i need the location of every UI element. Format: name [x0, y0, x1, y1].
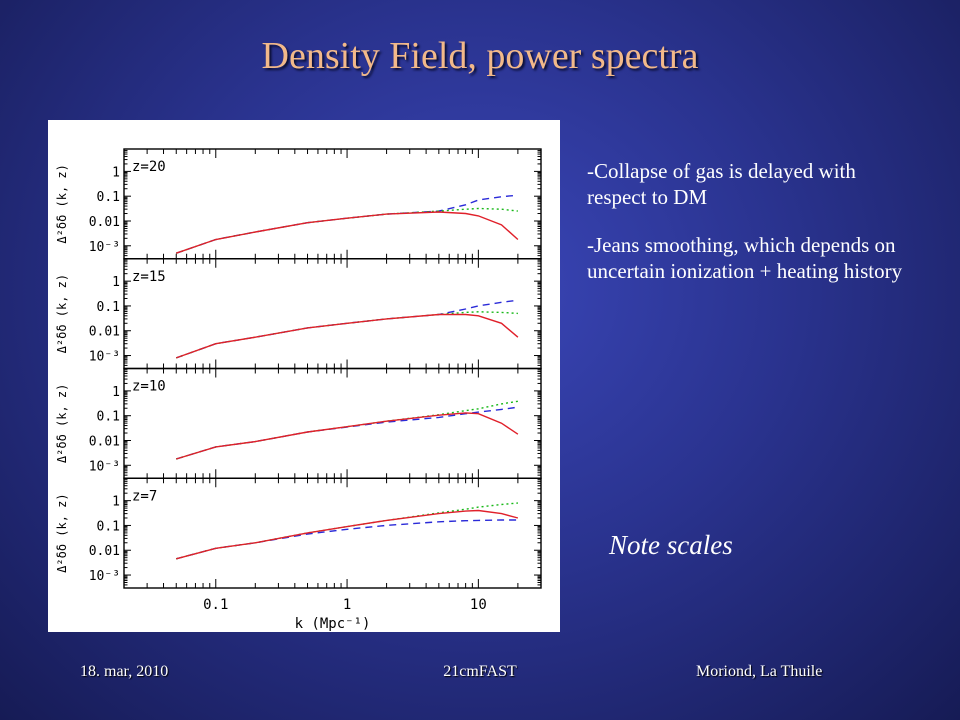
bullet-jeans-smoothing: -Jeans smoothing, which depends on uncer… [587, 233, 903, 283]
series-line [175, 299, 518, 359]
bullet-list: -Collapse of gas is delayed with respect… [587, 158, 917, 306]
y-axis-label: Δ²δδ (k, z) [55, 274, 69, 353]
power-spectra-chart: 1 0.1 0.01 10⁻³ z=20 Δ²δδ (k, z) 1 0.1 0.01 10⁻³ z… [55, 148, 542, 632]
y-tick-label: 0.1 [97, 190, 120, 205]
x-tick-label: 0.1 [203, 597, 228, 613]
series-line [175, 313, 519, 359]
y-tick-label: 0.1 [97, 410, 120, 425]
series-line [175, 211, 519, 254]
y-tick-label: 0.01 [89, 434, 120, 449]
y-tick-label: 1 [112, 165, 120, 180]
series-line [175, 406, 518, 460]
footer-title: 21cmFAST [443, 663, 517, 680]
series-line [175, 207, 518, 254]
y-tick-label: 0.01 [89, 325, 120, 340]
y-tick-label: 10⁻³ [89, 240, 120, 255]
series-line [176, 509, 519, 560]
x-tick-label: 1 [343, 597, 351, 613]
y-tick-label: 10⁻³ [89, 569, 120, 584]
series-line [175, 194, 518, 254]
panel-frame [123, 477, 542, 589]
panel-frame [123, 367, 542, 479]
y-tick-label: 10⁻³ [89, 459, 120, 474]
panel-label: z=15 [132, 269, 166, 285]
y-tick-label: 1 [112, 275, 120, 290]
y-axis-label: Δ²δδ (k, z) [55, 493, 69, 572]
panel-label: z=10 [132, 379, 166, 395]
panel-label: z=20 [132, 159, 166, 175]
series-line [175, 311, 518, 359]
series-line [175, 412, 519, 460]
y-tick-label: 10⁻³ [89, 350, 120, 365]
footer-date: 18. mar, 2010 [80, 663, 169, 680]
x-tick-label: 10 [470, 597, 487, 613]
series-line [175, 400, 519, 460]
y-tick-label: 0.1 [97, 300, 120, 315]
slide-title: Density Field, power spectra [261, 35, 699, 77]
panel-label: z=7 [132, 488, 157, 504]
y-tick-label: 0.01 [89, 544, 120, 559]
series-line [176, 519, 518, 560]
power-spectra-figure: 1 0.1 0.01 10⁻³ z=20 Δ²δδ (k, z) 1 0.1 0.01 10⁻³ z… [48, 120, 560, 632]
bullet-gas-collapse: -Collapse of gas is delayed with respect… [587, 159, 856, 209]
footer-venue: Moriond, La Thuile [696, 663, 823, 680]
y-axis-label: Δ²δδ (k, z) [55, 164, 69, 243]
panel-frame [123, 148, 542, 260]
y-axis-label: Δ²δδ (k, z) [55, 384, 69, 463]
note-scales: Note scales [609, 530, 733, 560]
panel-frame [123, 258, 542, 370]
y-tick-label: 0.1 [97, 519, 120, 534]
y-tick-label: 1 [112, 385, 120, 400]
x-axis-label: k (Mpc⁻¹) [295, 616, 371, 632]
y-tick-label: 0.01 [89, 215, 120, 230]
y-tick-label: 1 [112, 495, 120, 510]
